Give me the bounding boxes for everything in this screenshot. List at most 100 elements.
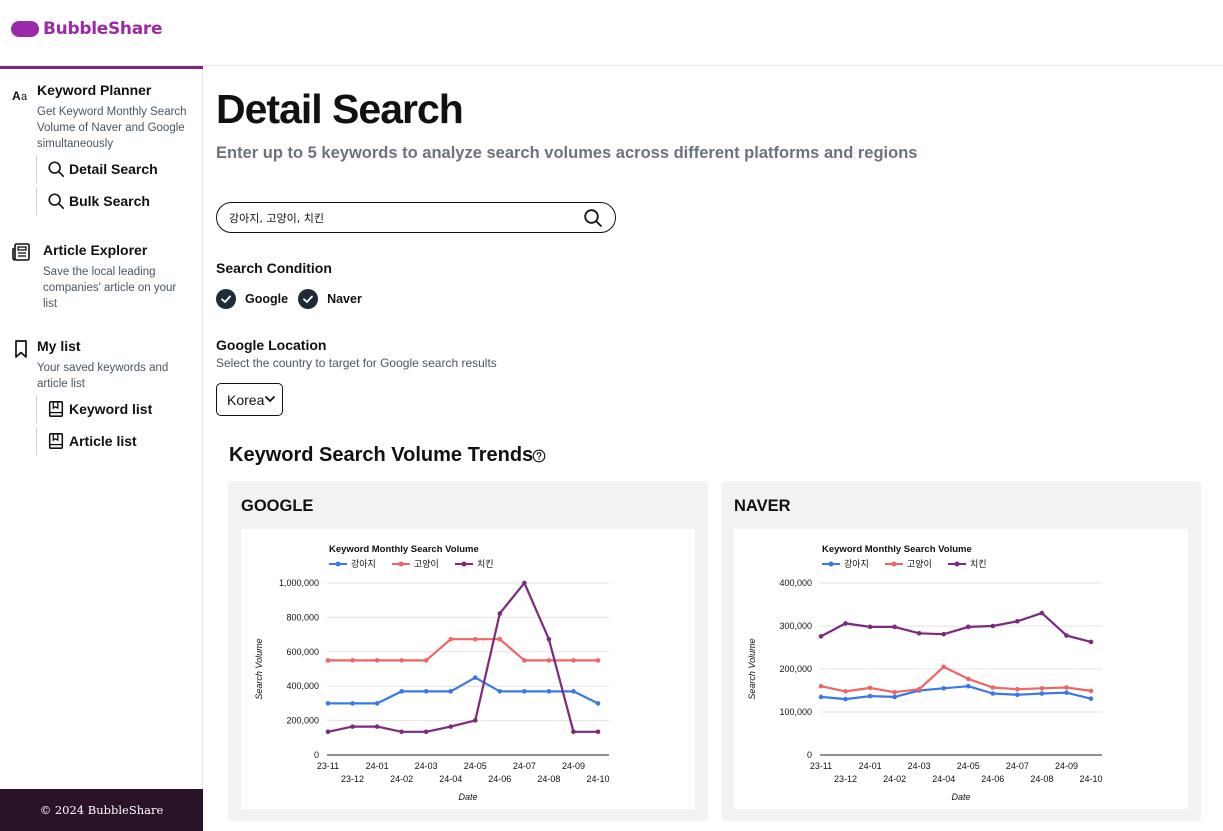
data-point [423, 689, 429, 694]
book-icon [48, 433, 64, 449]
x-tick-label: 24-04 [932, 774, 955, 784]
series-line [820, 665, 1092, 694]
search-icon[interactable] [583, 208, 603, 228]
logo[interactable]: BubbleShare [11, 19, 162, 39]
x-tick-label: 24-08 [537, 774, 560, 784]
data-point [448, 724, 454, 729]
x-tick-label: 24-04 [439, 774, 462, 784]
data-point [497, 611, 503, 616]
bookmark-icon [15, 340, 27, 358]
data-point [546, 689, 552, 694]
nav-desc-my-list: Your saved keywords and article list [37, 362, 169, 390]
data-point [1015, 618, 1020, 624]
main-content: Detail Search Enter up to 5 keywords to … [216, 66, 1216, 831]
page-subtitle: Enter up to 5 keywords to analyze search… [216, 144, 918, 162]
x-tick-label: 24-02 [883, 774, 906, 784]
sidebar-item-keyword-list[interactable]: Keyword list [36, 395, 196, 423]
data-point [350, 701, 355, 706]
search-condition-options: Google Naver [216, 289, 372, 309]
legend-label: 고양이 [907, 559, 932, 569]
page-title: Detail Search [216, 86, 464, 132]
y-tick-label: 800,000 [286, 612, 319, 622]
google-panel: GOOGLE Keyword Monthly Search Volume 강아지 고… [228, 481, 708, 821]
sidebar-item-label: Detail Search [69, 161, 158, 177]
series-line [328, 676, 599, 705]
x-tick-label: 23-11 [810, 761, 832, 771]
book-icon [48, 401, 64, 417]
y-tick-label: 200,000 [779, 664, 812, 674]
chart-title: Keyword Monthly Search Volume [822, 544, 972, 555]
data-point [448, 636, 454, 642]
check-icon [216, 289, 236, 309]
checkbox-label: Google [245, 292, 289, 306]
y-tick-label: 100,000 [779, 707, 812, 717]
data-point [522, 658, 527, 663]
x-tick-label: 24-01 [859, 761, 882, 771]
data-point [1064, 690, 1069, 695]
x-tick-label: 23-12 [834, 774, 857, 784]
data-point [1039, 691, 1045, 696]
legend-marker [954, 561, 960, 567]
y-tick-label: 1,000,000 [279, 578, 319, 588]
search-input[interactable] [229, 205, 583, 230]
location-select[interactable]: Korea [216, 383, 283, 416]
data-point [941, 664, 947, 670]
y-tick-label: 200,000 [286, 716, 319, 726]
legend-marker [828, 561, 834, 567]
svg-text:a: a [21, 91, 28, 103]
google-location-label: Google Location [216, 337, 327, 353]
data-point [325, 658, 331, 663]
x-tick-label: 24-07 [1006, 761, 1029, 771]
nav-title-article-explorer[interactable]: Article Explorer [43, 242, 148, 258]
x-tick-label: 24-05 [464, 761, 487, 771]
checkbox-naver[interactable]: Naver [298, 289, 362, 309]
data-point [423, 729, 429, 735]
data-point [916, 686, 922, 692]
nav-title-my-list[interactable]: My list [37, 338, 81, 354]
x-tick-label: 24-07 [513, 761, 536, 771]
sidebar-item-bulk-search[interactable]: Bulk Search [36, 187, 196, 215]
data-point [818, 694, 824, 700]
data-point [818, 634, 824, 639]
naver-chart: Keyword Monthly Search Volume 강아지 고양이 치킨 0 10… [747, 544, 1103, 802]
legend-marker [335, 561, 341, 567]
data-point [399, 658, 404, 663]
x-tick-label: 23-11 [317, 761, 339, 771]
nav-title-keyword-planner[interactable]: Keyword Planner [37, 82, 152, 98]
checkbox-label: Naver [327, 292, 362, 306]
panel-title: NAVER [734, 497, 791, 515]
help-icon[interactable] [532, 449, 546, 463]
y-tick-label: 0 [807, 750, 812, 760]
legend-marker [891, 561, 897, 567]
data-point [1015, 692, 1020, 698]
series-line [820, 611, 1092, 643]
data-point [843, 696, 848, 702]
data-point [374, 724, 380, 729]
data-point [916, 631, 922, 636]
nav-desc-keyword-planner: Get Keyword Monthly Search Volume of Nav… [37, 106, 187, 150]
data-point [1088, 688, 1094, 694]
newspaper-icon [12, 243, 30, 261]
naver-panel: NAVER Keyword Monthly Search Volume 강아지 고양… [721, 481, 1201, 821]
data-point [843, 689, 848, 694]
y-tick-label: 400,000 [779, 578, 812, 588]
data-point [374, 658, 380, 663]
sidebar-item-label: Article list [69, 433, 137, 449]
data-point [571, 729, 576, 735]
naver-chart-card: Keyword Monthly Search Volume 강아지 고양이 치킨 0 10… [734, 529, 1188, 809]
check-icon [298, 289, 319, 309]
data-point [990, 685, 996, 690]
sidebar-accent-bar [0, 66, 203, 69]
data-point [867, 693, 873, 699]
sidebar-item-detail-search[interactable]: Detail Search [36, 155, 196, 183]
data-point [867, 624, 873, 630]
legend-marker [398, 561, 404, 567]
location-select-value: Korea [227, 391, 265, 408]
x-tick-label: 24-06 [981, 774, 1004, 784]
data-point [423, 658, 429, 663]
chart-title: Keyword Monthly Search Volume [329, 544, 479, 555]
sidebar-item-label: Bulk Search [69, 193, 150, 209]
data-point [497, 636, 503, 642]
sidebar-item-article-list[interactable]: Article list [36, 427, 196, 455]
checkbox-google[interactable]: Google [216, 289, 288, 309]
